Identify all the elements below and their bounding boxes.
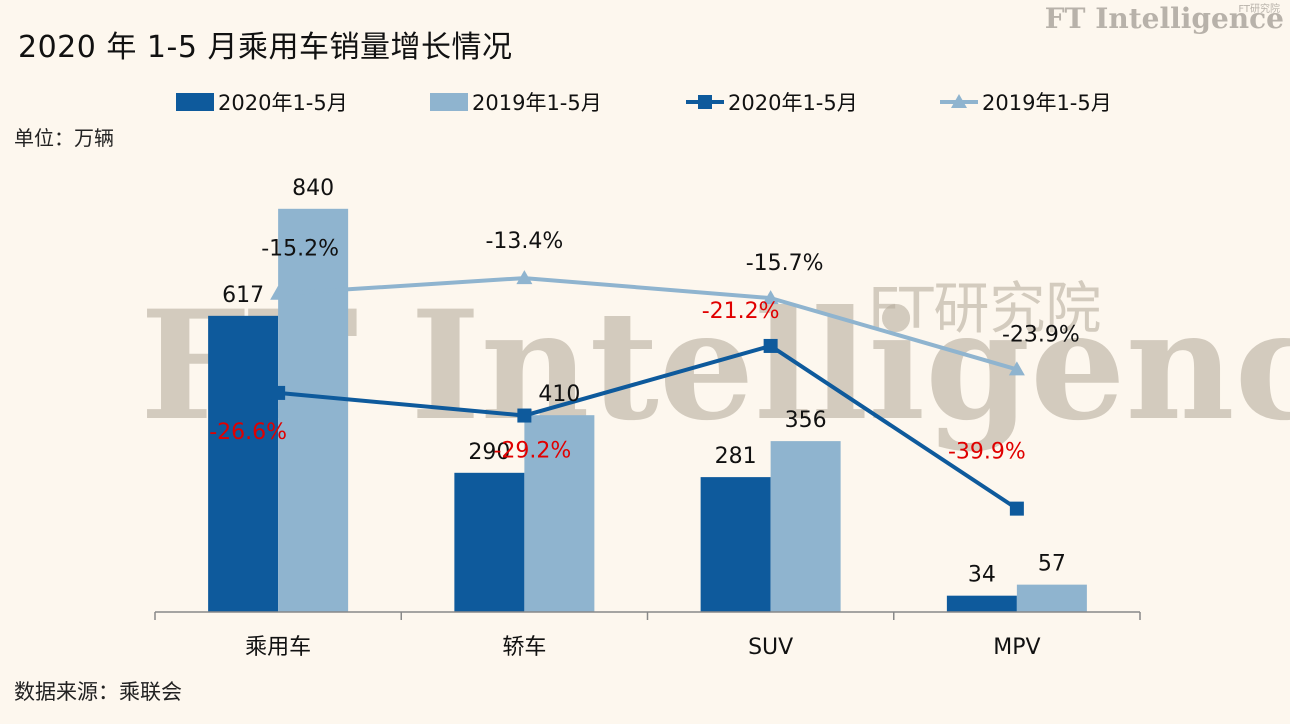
legend-swatch	[430, 93, 468, 111]
bar-2020-2	[700, 477, 771, 612]
bar-2019-0	[278, 208, 349, 613]
line-value-label: -39.9%	[948, 440, 1026, 465]
line-marker-square	[763, 338, 778, 353]
chart-title: 2020 年 1-5 月乘用车销量增长情况	[18, 30, 513, 65]
line-value-label: -29.2%	[493, 439, 571, 464]
legend-marker-square	[698, 95, 712, 109]
line-value-label: -23.9%	[1002, 322, 1080, 347]
line-value-label: -13.4%	[485, 229, 563, 254]
x-tick-label: MPV	[993, 635, 1040, 660]
bar-value-label: 290	[468, 440, 510, 465]
brand-logo: FT Intelligence FT研究院	[1045, 2, 1284, 35]
line-marker-square	[517, 408, 532, 423]
line-value-label: -15.2%	[261, 237, 339, 262]
unit-label: 单位：万辆	[14, 126, 114, 150]
line-marker-triangle	[516, 270, 533, 285]
bars-layer	[208, 208, 1087, 613]
bar-value-label: 840	[292, 176, 334, 201]
bar-2019-2	[770, 441, 841, 612]
watermark-sub: FT研究院	[868, 277, 1101, 342]
bar-value-label: 617	[222, 283, 264, 308]
line-2020	[277, 343, 1018, 511]
labels-layer: 617 840 290 410 281 356 34 57 -26.6% -29.2% -21.2%…	[209, 176, 1080, 588]
line-marker-square	[1009, 501, 1024, 516]
line-value-label: -21.2%	[702, 299, 780, 324]
source-note: 数据来源：乘联会	[14, 680, 182, 704]
legend: 2020年1-5月 2019年1-5月 2020年1-5月 2019年1-5月	[176, 91, 1112, 115]
line-marker-triangle	[1008, 361, 1025, 376]
legend-marker-triangle	[951, 94, 967, 108]
x-tick-label: 轿车	[502, 635, 546, 660]
bar-value-label: 34	[968, 563, 996, 588]
bar-value-label: 57	[1038, 552, 1066, 577]
line-marker-square	[271, 385, 286, 400]
legend-swatch	[176, 93, 214, 111]
brand-logo-text: FT Intelligence	[1044, 2, 1284, 35]
x-tick-label: SUV	[748, 635, 793, 660]
brand-logo-sub: FT研究院	[1238, 4, 1280, 15]
lines-layer	[270, 270, 1025, 516]
bar-value-label: 281	[715, 444, 757, 469]
x-tick-label: 乘用车	[245, 635, 311, 660]
bar-2020-0	[208, 315, 279, 612]
bar-2020-1	[454, 472, 525, 612]
legend-label: 2019年1-5月	[982, 91, 1112, 115]
bar-value-label: 356	[785, 408, 827, 433]
line-marker-triangle	[270, 285, 287, 300]
bar-2019-1	[524, 415, 595, 612]
legend-label: 2020年1-5月	[218, 91, 348, 115]
bar-2020-3	[946, 595, 1017, 612]
line-value-label: -15.7%	[746, 251, 824, 276]
line-2019	[277, 276, 1018, 372]
bar-2019-3	[1016, 584, 1087, 612]
bar-value-label: 410	[538, 382, 580, 407]
x-axis: 乘用车 轿车 SUV MPV	[154, 611, 1141, 660]
line-value-label: -26.6%	[209, 420, 287, 445]
legend-label: 2020年1-5月	[728, 91, 858, 115]
legend-label: 2019年1-5月	[472, 91, 602, 115]
line-marker-triangle	[762, 290, 779, 305]
